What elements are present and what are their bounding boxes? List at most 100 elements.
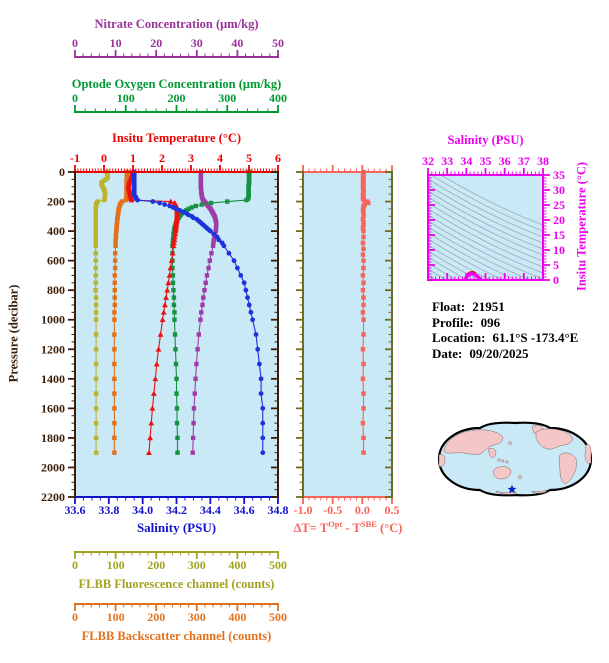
location-line: Location: 61.1°S -173.4°E bbox=[432, 330, 579, 345]
tick-label: 3 bbox=[188, 151, 194, 165]
tick-label: 2000 bbox=[41, 460, 65, 474]
map-antarctica-sliver bbox=[531, 489, 547, 494]
map-south-america bbox=[558, 452, 577, 484]
tick-label: 37 bbox=[518, 154, 530, 168]
tick-label: 32 bbox=[422, 154, 434, 168]
tick-label: 0 bbox=[72, 91, 78, 105]
tick-label: 50 bbox=[272, 36, 284, 50]
tick-label: 34.0 bbox=[132, 503, 153, 517]
tick-label: 25 bbox=[553, 198, 565, 212]
tick-label: 35 bbox=[480, 154, 492, 168]
map-india bbox=[487, 448, 497, 458]
tick-label: 200 bbox=[168, 91, 186, 105]
tick-label: 1800 bbox=[41, 431, 65, 445]
tick-label: 800 bbox=[47, 283, 65, 297]
tick-label: 0 bbox=[59, 165, 65, 179]
tick-label: -1 bbox=[70, 151, 80, 165]
tick-label: 600 bbox=[47, 254, 65, 268]
tick-label: 40 bbox=[231, 36, 243, 50]
map-australia bbox=[493, 466, 512, 480]
tick-label: 20 bbox=[150, 36, 162, 50]
map-africa-west bbox=[438, 454, 446, 467]
tick-label: 300 bbox=[188, 610, 206, 624]
tick-label: 30 bbox=[191, 36, 203, 50]
tick-label: 500 bbox=[269, 610, 287, 624]
tick-label: 30 bbox=[553, 183, 565, 197]
tick-label: 1200 bbox=[41, 342, 65, 356]
tick-label: 1400 bbox=[41, 372, 65, 386]
tick-label: 15 bbox=[553, 228, 565, 242]
tick-label: 38 bbox=[537, 154, 549, 168]
tick-label: 36 bbox=[499, 154, 511, 168]
ts-salinity-axis-title: Salinity (PSU) bbox=[447, 133, 524, 147]
tick-label: 400 bbox=[228, 558, 246, 572]
map-island bbox=[501, 459, 505, 463]
tick-label: 34 bbox=[460, 154, 472, 168]
tick-label: 33.6 bbox=[65, 503, 86, 517]
map-island bbox=[505, 460, 509, 464]
tick-label: 100 bbox=[117, 91, 135, 105]
temperature-axis-title: Insitu Temperature (°C) bbox=[111, 131, 242, 145]
tick-label: 33 bbox=[441, 154, 453, 168]
date-line: Date: 09/20/2025 bbox=[432, 345, 529, 361]
tick-label: 100 bbox=[107, 558, 125, 572]
oxygen-axis-title: Optode Oxygen Concentration (μm/kg) bbox=[71, 77, 282, 91]
tick-label: 1 bbox=[130, 151, 136, 165]
tick-label: 300 bbox=[188, 558, 206, 572]
tick-label: 35 bbox=[553, 168, 565, 182]
nitrate-axis-title: Nitrate Concentration (μm/kg) bbox=[94, 17, 259, 31]
tick-label: 4 bbox=[217, 151, 223, 165]
map-island bbox=[497, 458, 501, 462]
tick-label: 0.0 bbox=[355, 503, 370, 517]
tick-label: 20 bbox=[553, 213, 565, 227]
tick-label: 0 bbox=[553, 273, 559, 287]
world-map bbox=[436, 419, 594, 499]
tick-label: -1.0 bbox=[294, 503, 313, 517]
tick-label: 1600 bbox=[41, 401, 65, 415]
tick-label: 10 bbox=[553, 243, 565, 257]
tick-label: 400 bbox=[228, 610, 246, 624]
tick-label: 2200 bbox=[41, 490, 65, 504]
tick-label: 0 bbox=[72, 36, 78, 50]
tick-label: 1000 bbox=[41, 313, 65, 327]
map-japan bbox=[508, 441, 512, 445]
tick-label: 10 bbox=[110, 36, 122, 50]
tick-label: 2 bbox=[159, 151, 165, 165]
tick-label: 200 bbox=[147, 558, 165, 572]
tick-label: 0.5 bbox=[385, 503, 400, 517]
tick-label: 100 bbox=[107, 610, 125, 624]
float-position-star bbox=[507, 484, 517, 494]
tick-label: 200 bbox=[147, 610, 165, 624]
tick-label: 34.4 bbox=[200, 503, 221, 517]
tick-label: 34.8 bbox=[268, 503, 289, 517]
tick-label: 0 bbox=[101, 151, 107, 165]
map-antarctica-sliver bbox=[495, 490, 517, 495]
delta-t-axis-title: ΔT= TOpt - TSBE (°C) bbox=[293, 519, 403, 536]
tick-label: 200 bbox=[47, 195, 65, 209]
tick-label: 500 bbox=[269, 558, 287, 572]
tick-label: 6 bbox=[275, 151, 281, 165]
float-id-line: Float: 21951 bbox=[432, 299, 505, 314]
tick-label: 33.8 bbox=[98, 503, 119, 517]
map-north-america bbox=[535, 428, 573, 450]
tick-label: 0 bbox=[72, 610, 78, 624]
tick-label: 5 bbox=[553, 258, 559, 272]
tick-label: 400 bbox=[47, 224, 65, 238]
map-eurasia bbox=[443, 429, 504, 455]
map-africa-east bbox=[584, 444, 592, 464]
tick-label: 0 bbox=[72, 558, 78, 572]
tick-label: 34.2 bbox=[166, 503, 187, 517]
fluorescence-axis-title: FLBB Fluorescence channel (counts) bbox=[78, 577, 275, 591]
tick-label: 34.6 bbox=[234, 503, 255, 517]
profile-number-line: Profile: 096 bbox=[432, 314, 501, 330]
backscatter-axis-title: FLBB Backscatter channel (counts) bbox=[81, 629, 272, 643]
salinity-axis-title: Salinity (PSU) bbox=[136, 520, 217, 535]
tick-label: 300 bbox=[218, 91, 236, 105]
map-new-zealand bbox=[518, 475, 522, 479]
tick-label: 400 bbox=[269, 91, 287, 105]
tick-label: -0.5 bbox=[323, 503, 342, 517]
float-info-block: Float: 21951 Profile: 096 Location: 61.1°S … bbox=[432, 299, 578, 361]
tick-label: 5 bbox=[246, 151, 252, 165]
